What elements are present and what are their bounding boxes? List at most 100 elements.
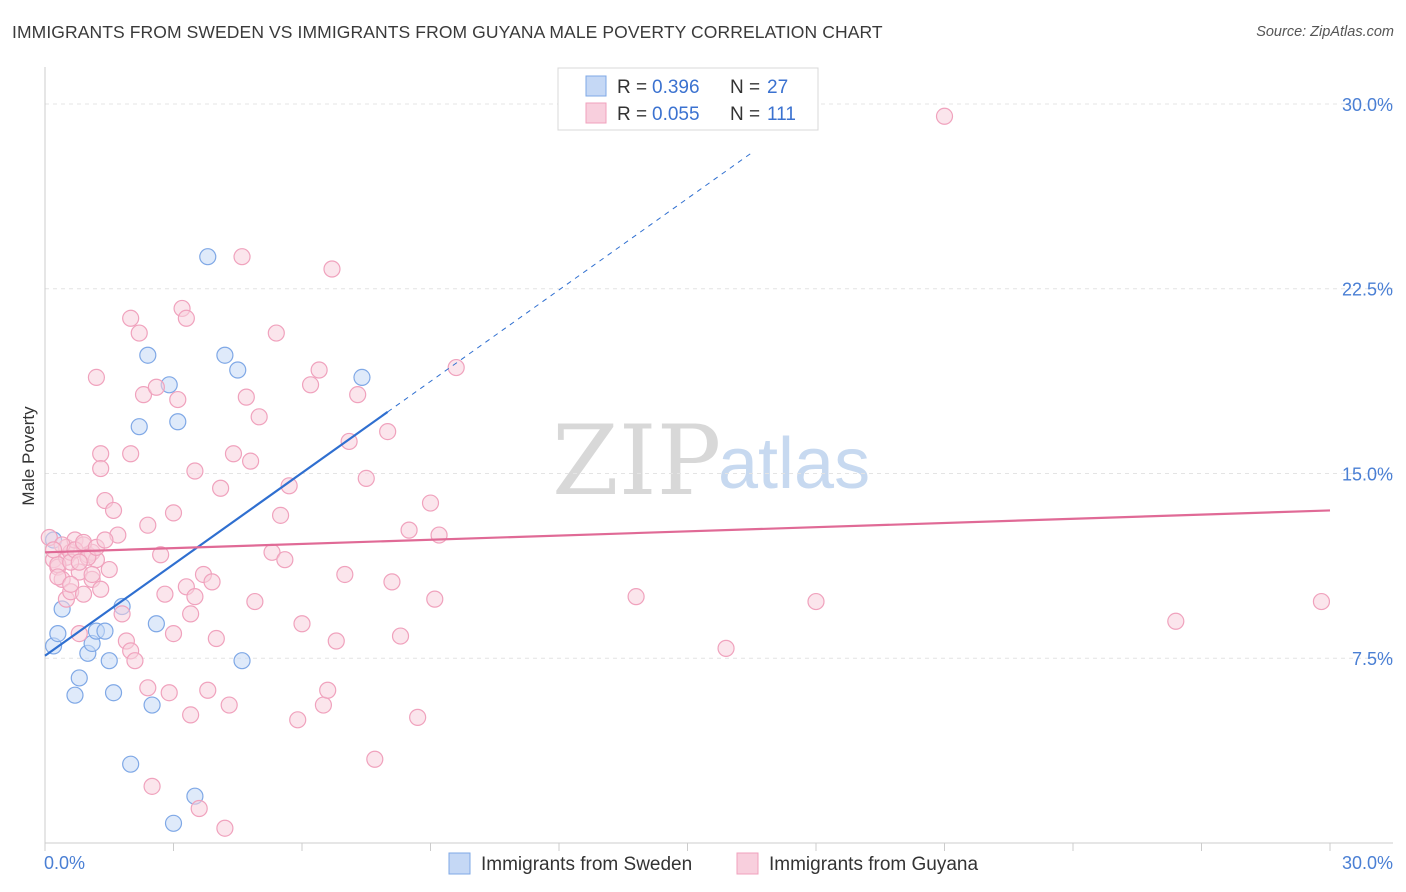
data-point-sweden-2 xyxy=(49,625,67,643)
trend-line-sweden xyxy=(44,410,389,657)
data-point-guyana-81 xyxy=(379,422,397,441)
data-point-guyana-78 xyxy=(349,386,367,404)
data-point-guyana-53 xyxy=(207,629,225,648)
data-point-guyana-66 xyxy=(276,551,294,569)
data-point-guyana-72 xyxy=(314,696,333,714)
legend-r-value-guyana: 0.055 xyxy=(652,104,700,125)
trend-line-guyana xyxy=(44,509,1331,554)
data-point-sweden-22 xyxy=(199,248,217,266)
data-point-guyana-104 xyxy=(44,541,63,559)
bottom-legend-swatch-guyana xyxy=(736,852,759,875)
watermark-atlas: atlas xyxy=(718,424,870,504)
data-point-sweden-19 xyxy=(169,413,187,431)
data-point-guyana-69 xyxy=(293,615,311,633)
data-point-guyana-24 xyxy=(113,605,131,623)
data-point-guyana-90 xyxy=(627,588,645,606)
bottom-legend-swatch-sweden xyxy=(448,852,471,875)
data-point-guyana-48 xyxy=(186,588,204,606)
data-point-sweden-11 xyxy=(104,684,123,702)
data-point-guyana-64 xyxy=(267,324,285,342)
data-point-guyana-37 xyxy=(156,585,174,603)
data-point-guyana-83 xyxy=(391,627,410,645)
y-tick-labels: 7.5% 15.0% 22.5% 30.0% xyxy=(1342,95,1393,669)
axes xyxy=(44,67,1393,851)
data-point-guyana-76 xyxy=(336,565,354,584)
data-point-guyana-95 xyxy=(1312,592,1331,611)
data-point-guyana-68 xyxy=(289,711,307,729)
data-point-guyana-89 xyxy=(447,358,465,377)
chart-source: Source: ZipAtlas.com xyxy=(1256,24,1394,40)
data-point-guyana-26 xyxy=(122,445,140,463)
data-point-guyana-91 xyxy=(717,639,735,657)
data-point-guyana-33 xyxy=(139,679,157,697)
data-point-sweden-25 xyxy=(233,652,251,670)
data-point-guyana-19 xyxy=(92,445,110,463)
data-point-guyana-45 xyxy=(182,605,200,623)
y-tick-label-0: 7.5% xyxy=(1352,649,1393,669)
data-point-guyana-73 xyxy=(319,681,337,699)
data-point-guyana-70 xyxy=(301,376,320,394)
data-point-guyana-49 xyxy=(190,799,208,818)
data-point-guyana-86 xyxy=(421,494,440,512)
chart-title: IMMIGRANTS FROM SWEDEN VS IMMIGRANTS FRO… xyxy=(12,22,883,42)
data-point-sweden-13 xyxy=(122,755,140,773)
data-point-guyana-47 xyxy=(186,462,204,480)
data-point-guyana-92 xyxy=(807,592,825,611)
data-point-guyana-40 xyxy=(164,625,183,643)
data-point-guyana-34 xyxy=(143,777,161,795)
data-point-sweden-23 xyxy=(216,346,234,364)
data-point-guyana-57 xyxy=(224,445,243,463)
data-point-sweden-15 xyxy=(139,346,157,364)
watermark: ZIP atlas xyxy=(552,405,870,517)
data-point-guyana-60 xyxy=(242,452,260,470)
data-point-guyana-105 xyxy=(70,553,88,571)
stats-legend: R = 0.396 N = 27 R = 0.055 N = 111 xyxy=(557,67,819,131)
data-point-guyana-28 xyxy=(126,652,144,670)
data-point-guyana-61 xyxy=(246,592,264,611)
gridlines xyxy=(45,103,1393,659)
legend-r-label-guyana: R = xyxy=(617,104,647,125)
legend-n-value-guyana: 111 xyxy=(767,104,796,125)
y-tick-label-2: 22.5% xyxy=(1342,280,1393,300)
data-point-guyana-87 xyxy=(426,590,444,608)
data-point-guyana-74 xyxy=(323,260,341,278)
data-point-guyana-84 xyxy=(400,521,418,539)
data-point-sweden-17 xyxy=(147,615,165,633)
data-point-sweden-14 xyxy=(130,418,148,436)
data-point-guyana-82 xyxy=(383,573,401,591)
data-point-guyana-16 xyxy=(74,585,93,603)
data-point-sweden-24 xyxy=(229,361,247,379)
data-point-guyana-46 xyxy=(182,706,200,724)
data-point-guyana-108 xyxy=(62,575,80,593)
data-point-guyana-110 xyxy=(92,580,110,598)
legend-n-label-guyana: N = xyxy=(730,104,760,125)
data-point-guyana-94 xyxy=(1167,612,1185,630)
data-point-guyana-67 xyxy=(280,477,298,495)
data-point-guyana-20 xyxy=(92,459,110,478)
y-axis-label: Male Poverty xyxy=(19,406,38,506)
y-tick-label-3: 30.0% xyxy=(1342,95,1393,115)
data-point-guyana-52 xyxy=(203,573,221,591)
bottom-legend-label-guyana: Immigrants from Guyana xyxy=(769,854,978,875)
y-tick-label-1: 15.0% xyxy=(1342,464,1393,484)
data-point-guyana-71 xyxy=(310,361,328,379)
x-tick-label-left: 0.0% xyxy=(44,853,85,873)
data-point-sweden-10 xyxy=(100,652,118,670)
data-point-guyana-29 xyxy=(122,309,140,327)
data-point-guyana-103 xyxy=(96,531,114,549)
legend-r-value-sweden: 0.396 xyxy=(652,77,700,98)
series-legend: Immigrants from Sweden Immigrants from G… xyxy=(448,852,978,875)
data-point-sweden-16 xyxy=(143,696,161,714)
data-point-sweden-4 xyxy=(66,686,84,704)
data-point-guyana-93 xyxy=(935,107,954,125)
trend-lines xyxy=(44,152,1331,657)
trend-line-extension-sweden xyxy=(387,152,753,413)
data-point-guyana-54 xyxy=(212,479,230,497)
data-point-guyana-55 xyxy=(216,819,234,837)
data-point-guyana-106 xyxy=(100,560,118,579)
data-point-guyana-75 xyxy=(327,632,345,650)
data-point-guyana-59 xyxy=(237,388,255,406)
data-point-guyana-36 xyxy=(152,546,170,564)
data-point-guyana-39 xyxy=(164,504,183,522)
